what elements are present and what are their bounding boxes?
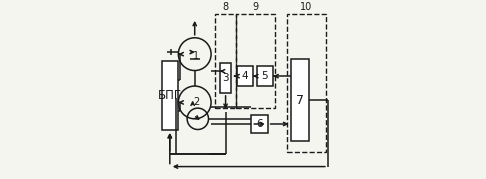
Text: 10: 10	[300, 2, 312, 12]
Text: 5: 5	[261, 71, 268, 81]
Text: 8: 8	[223, 2, 228, 12]
Bar	[287, 14, 326, 152]
Text: БПГ: БПГ	[158, 89, 182, 102]
Bar	[162, 61, 178, 130]
Bar	[238, 66, 253, 86]
Bar	[257, 66, 273, 86]
Bar	[236, 14, 276, 108]
Text: 4: 4	[242, 71, 248, 81]
Text: 1: 1	[193, 51, 199, 61]
Bar	[251, 115, 268, 133]
Bar	[291, 59, 310, 141]
Text: 7: 7	[296, 94, 304, 107]
Bar	[220, 63, 231, 93]
Text: 2: 2	[193, 97, 200, 107]
Bar	[215, 14, 236, 108]
Text: 9: 9	[253, 2, 259, 12]
Text: 3: 3	[222, 73, 229, 83]
Text: 6: 6	[256, 119, 263, 129]
